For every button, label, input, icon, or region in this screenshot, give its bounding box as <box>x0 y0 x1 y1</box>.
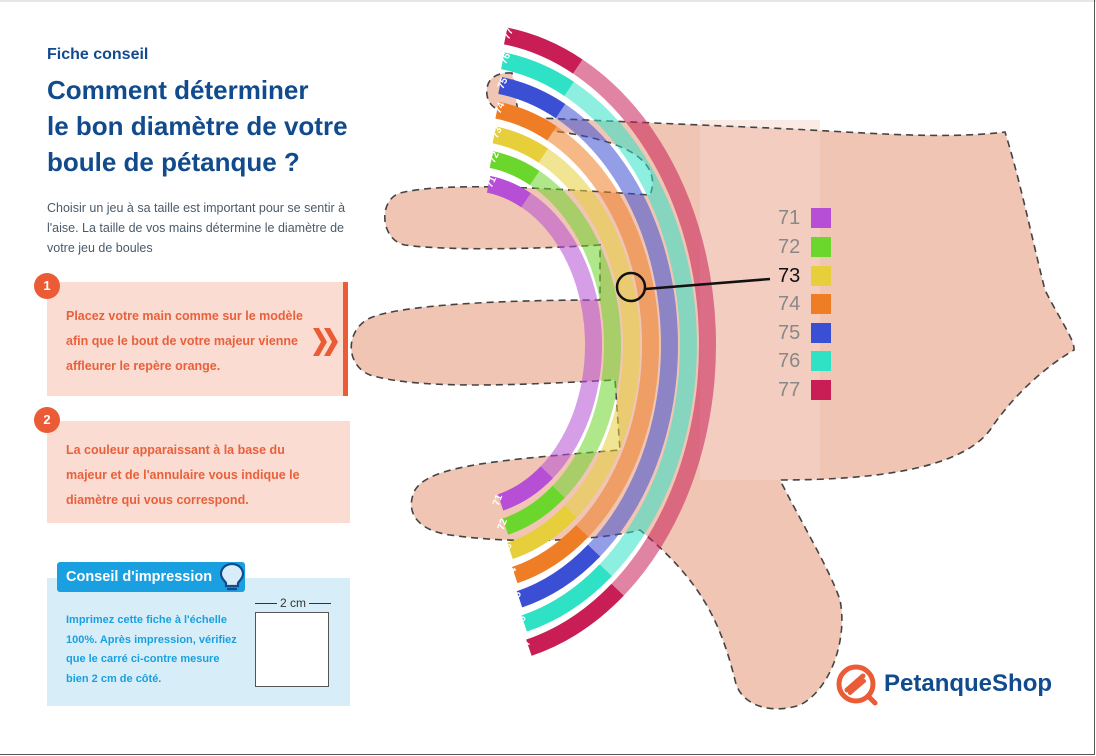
arc-label-top: 76 <box>499 51 514 66</box>
arc-75 <box>498 77 678 608</box>
arc-tail-74 <box>511 525 589 584</box>
legend-item: 76 <box>772 350 842 372</box>
arc-tip-72 <box>489 151 540 186</box>
pointer-line <box>644 277 771 291</box>
chevron-right-icon <box>313 328 338 356</box>
kicker: Fiche conseil <box>47 46 149 63</box>
arc-label-top: 73 <box>490 125 505 140</box>
dimension-marker: 2 cm <box>255 596 331 610</box>
orange-marker <box>343 282 348 396</box>
arc-label-bottom: 71 <box>491 493 505 508</box>
arc-tail-77 <box>526 583 624 656</box>
palm-highlight <box>700 120 820 480</box>
brand-name: PetanqueShop <box>884 670 1053 697</box>
legend-item: 77 <box>772 379 842 401</box>
arc-tail-73 <box>507 505 577 559</box>
legend-swatch <box>811 323 831 343</box>
top-border <box>0 0 1096 2</box>
arc-tip-75 <box>498 77 566 119</box>
dimension-line-left <box>255 603 277 604</box>
legend-swatch <box>811 208 831 228</box>
petanqueshop-logo-icon <box>836 664 878 706</box>
measure-pointer <box>615 271 771 303</box>
arc-label-bottom: 77 <box>519 638 533 653</box>
legend-swatch <box>811 266 831 286</box>
arc-label-top: 74 <box>493 100 508 115</box>
step-1-text: Placez votre main comme sur le modèle af… <box>66 309 303 373</box>
step-1-number: 1 <box>34 273 60 299</box>
arc-label-bottom: 75 <box>510 590 524 605</box>
arc-tip-73 <box>492 126 549 163</box>
legend-swatch <box>811 380 831 400</box>
arc-tip-74 <box>495 101 557 141</box>
legend-item: 74 <box>772 293 842 315</box>
intro-text: Choisir un jeu à sa taille est important… <box>47 201 346 255</box>
legend-item: 75 <box>772 322 842 344</box>
step-2-number: 2 <box>34 407 60 433</box>
legend-swatch <box>811 351 831 371</box>
legend-item: 71 <box>772 207 842 229</box>
calibration-square <box>255 612 329 687</box>
arc-tail-72 <box>502 485 565 535</box>
arc-tail-76 <box>521 564 612 632</box>
arc-76 <box>501 52 697 632</box>
legend-item-selected: 73 <box>772 265 842 287</box>
legend-swatch <box>811 237 831 257</box>
arc-label-bottom: 76 <box>515 614 529 629</box>
arc-tip-76 <box>500 52 574 96</box>
print-tip-text: Imprimez cette fiche à l'échelle 100%. A… <box>66 614 237 685</box>
arc-label-top: 72 <box>487 150 502 165</box>
color-arcs <box>486 27 624 656</box>
arc-label-top: 71 <box>484 174 499 189</box>
print-tip-header: Conseil d'impression <box>57 562 245 592</box>
arc-tip-71 <box>486 175 531 208</box>
arc-tail-75 <box>516 544 601 608</box>
print-tip-title: Conseil d'impression <box>66 569 213 585</box>
step-1-card: Placez votre main comme sur le modèle af… <box>47 282 345 396</box>
legend-swatch <box>811 294 831 314</box>
arc-label-bottom: 73 <box>501 541 515 556</box>
lightbulb-icon <box>219 562 245 591</box>
step-2-text: La couleur apparaissant à la base du maj… <box>66 443 300 507</box>
step-2-card: La couleur apparaissant à la base du maj… <box>47 421 350 523</box>
brand[interactable]: PetanqueShop <box>836 664 1076 706</box>
arc-label-top: 75 <box>496 76 511 91</box>
page-title: Comment déterminer le bon diamètre de vo… <box>47 75 348 177</box>
arc-labels: 71 71 72 72 73 73 74 74 75 75 76 76 77 77 <box>484 26 533 653</box>
arc-label-bottom: 74 <box>505 565 519 580</box>
legend-item: 72 <box>772 236 842 258</box>
arc-tail-71 <box>497 466 553 511</box>
dimension-label: 2 cm <box>279 596 306 610</box>
arc-label-bottom: 72 <box>496 517 510 532</box>
pointer-circle <box>615 271 647 303</box>
arc-77 <box>504 27 716 656</box>
arc-label-top: 77 <box>501 26 516 41</box>
arc-tip-77 <box>503 27 583 74</box>
arc-74 <box>495 101 659 584</box>
dimension-line-right <box>309 603 331 604</box>
